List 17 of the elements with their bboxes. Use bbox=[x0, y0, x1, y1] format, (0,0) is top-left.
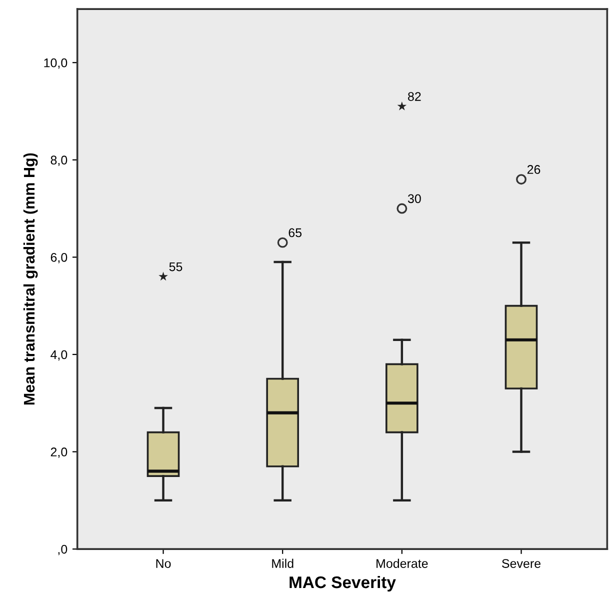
y-axis-title: Mean transmitral gradient (mm Hg) bbox=[23, 153, 38, 405]
annotation: 30 bbox=[408, 194, 421, 204]
y-tick-label: 6,0 bbox=[50, 252, 68, 264]
x-tick-label: Moderate bbox=[376, 558, 428, 568]
y-tick-label: 4,0 bbox=[50, 350, 68, 361]
annotation: 55 bbox=[169, 262, 182, 272]
annotation: 26 bbox=[527, 165, 540, 174]
x-axis-title: MAC Severity bbox=[290, 576, 396, 592]
y-tick-label: ,0 bbox=[58, 544, 68, 556]
x-tick-label: Severe bbox=[502, 559, 541, 568]
y-tick-label: 2,0 bbox=[50, 448, 68, 458]
y-tick-label: 8,0 bbox=[50, 156, 68, 166]
annotation: 82 bbox=[408, 92, 421, 101]
y-tick-label: 10,0 bbox=[44, 58, 68, 69]
annotation: 65 bbox=[288, 228, 302, 238]
x-tick-label: Mild bbox=[272, 558, 294, 568]
x-tick-label: No bbox=[156, 559, 171, 568]
